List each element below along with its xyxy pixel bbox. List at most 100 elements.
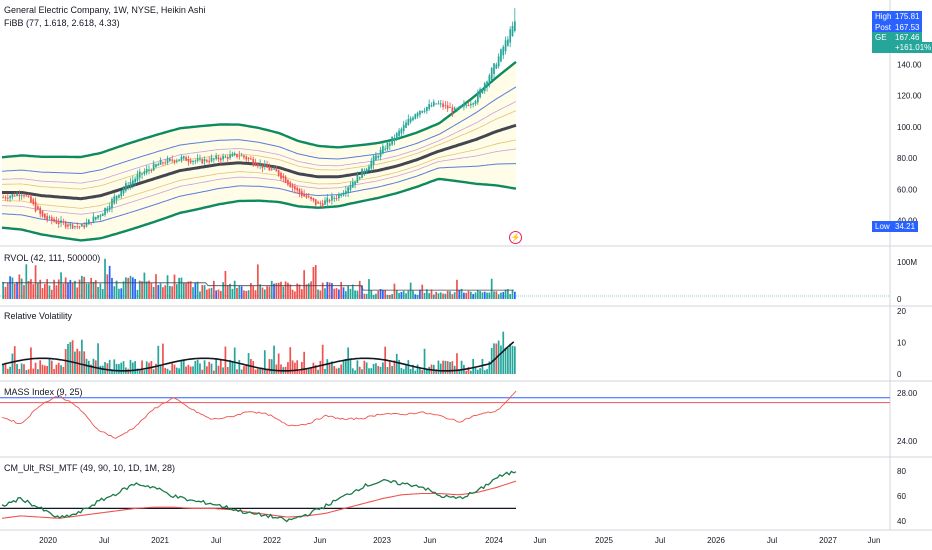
rvol-bar <box>30 279 32 299</box>
candle <box>23 195 25 197</box>
relvol-bar <box>509 343 512 374</box>
candle <box>388 143 391 146</box>
relvol-bar <box>469 370 472 374</box>
price-pane[interactable] <box>1 8 517 242</box>
rvol-bar <box>18 274 21 299</box>
relvol-bar <box>9 366 11 374</box>
relvol-bar <box>16 364 18 374</box>
candle <box>393 138 396 141</box>
relvol-bar <box>134 361 136 374</box>
relative-volatility-pane[interactable] <box>1 331 516 374</box>
rvol-bar <box>460 288 463 299</box>
relvol-bar <box>342 360 345 374</box>
rvol-average-line <box>2 282 514 291</box>
candle <box>224 156 227 158</box>
relvol-bar <box>379 366 382 374</box>
rvol-bar <box>326 281 329 299</box>
cm-rsi-pane[interactable] <box>0 470 517 523</box>
rvol-bar <box>215 290 218 299</box>
relvol-tick-label: 0 <box>897 370 902 379</box>
rvol-bar <box>60 272 62 299</box>
rvol-bar <box>372 294 375 299</box>
mass-index-pane[interactable] <box>0 390 890 439</box>
rsi-line <box>1 470 517 523</box>
relvol-bar <box>363 360 366 374</box>
candle <box>85 222 88 227</box>
candle <box>349 185 352 190</box>
relvol-bar <box>30 347 32 374</box>
rvol-bar <box>456 279 458 299</box>
candle <box>314 199 317 205</box>
relvol-bar <box>261 367 264 374</box>
rvol-bar <box>136 289 139 299</box>
rvol-bar <box>507 289 509 299</box>
rvol-bar <box>94 280 97 299</box>
x-tick-label: 2023 <box>373 536 391 545</box>
fibb-legend: FiBB (77, 1.618, 2.618, 4.33) <box>4 18 120 28</box>
candle <box>305 195 308 198</box>
relvol-bar <box>157 345 160 374</box>
cmrsi-legend: CM_Ult_RSI_MTF (49, 90, 10, 1D, 1M, 28) <box>4 463 176 473</box>
rvol-bar <box>442 293 444 299</box>
candle <box>229 154 231 159</box>
relvol-bar <box>215 358 218 374</box>
x-tick-label: Jul <box>655 536 665 545</box>
rvol-bar <box>490 278 493 299</box>
rvol-bar <box>347 285 349 299</box>
relvol-bar <box>50 360 53 374</box>
candle <box>236 154 238 157</box>
relvol-bar <box>67 343 69 374</box>
relvol-bar <box>386 367 389 374</box>
rvol-pane[interactable] <box>0 258 890 299</box>
rvol-bar <box>78 279 81 299</box>
candle <box>430 105 433 107</box>
candle <box>340 194 343 197</box>
rvol-bar <box>145 281 148 299</box>
candle <box>277 170 280 176</box>
relvol-bar <box>90 364 92 374</box>
relvol-bar <box>300 361 303 374</box>
rvol-bar <box>340 282 343 299</box>
rvol-bar <box>71 283 74 299</box>
x-tick-label: 2026 <box>707 536 725 545</box>
rvol-bar <box>291 289 294 299</box>
candle <box>490 68 493 80</box>
rvol-bar <box>453 292 456 299</box>
relvol-bar <box>57 362 60 374</box>
relvol-bar <box>426 368 428 374</box>
relvol-bar <box>178 368 180 374</box>
rvol-bar <box>23 285 25 299</box>
candle <box>444 105 447 107</box>
rvol-bar <box>458 290 461 299</box>
relvol-bar <box>310 367 312 374</box>
candle <box>150 170 153 172</box>
relvol-bar <box>37 369 39 374</box>
earnings-icon[interactable]: ⚡ <box>509 231 522 244</box>
candle <box>27 195 30 197</box>
candle <box>46 216 49 220</box>
relvol-bar <box>32 368 35 374</box>
rvol-bar <box>231 288 234 299</box>
rvol-bar <box>414 294 417 299</box>
rvol-bar <box>208 288 211 299</box>
relvol-bar <box>259 368 262 374</box>
relvol-bar <box>46 365 49 374</box>
last-price-tag: GE 167.46 <box>872 32 923 43</box>
candle <box>421 110 424 113</box>
candle <box>463 103 465 107</box>
relvol-bar <box>504 347 507 374</box>
rvol-bar <box>46 279 49 299</box>
candle <box>143 171 146 175</box>
relvol-bar <box>192 366 194 374</box>
candle <box>53 218 55 222</box>
candle <box>138 171 141 178</box>
candle <box>479 88 481 98</box>
rvol-bar <box>259 284 262 299</box>
candle <box>178 159 180 161</box>
rvol-bar <box>465 292 468 299</box>
relvol-bar <box>456 353 458 374</box>
rvol-bar <box>511 289 514 299</box>
relvol-bar <box>490 347 493 374</box>
rvol-bar <box>342 287 345 299</box>
